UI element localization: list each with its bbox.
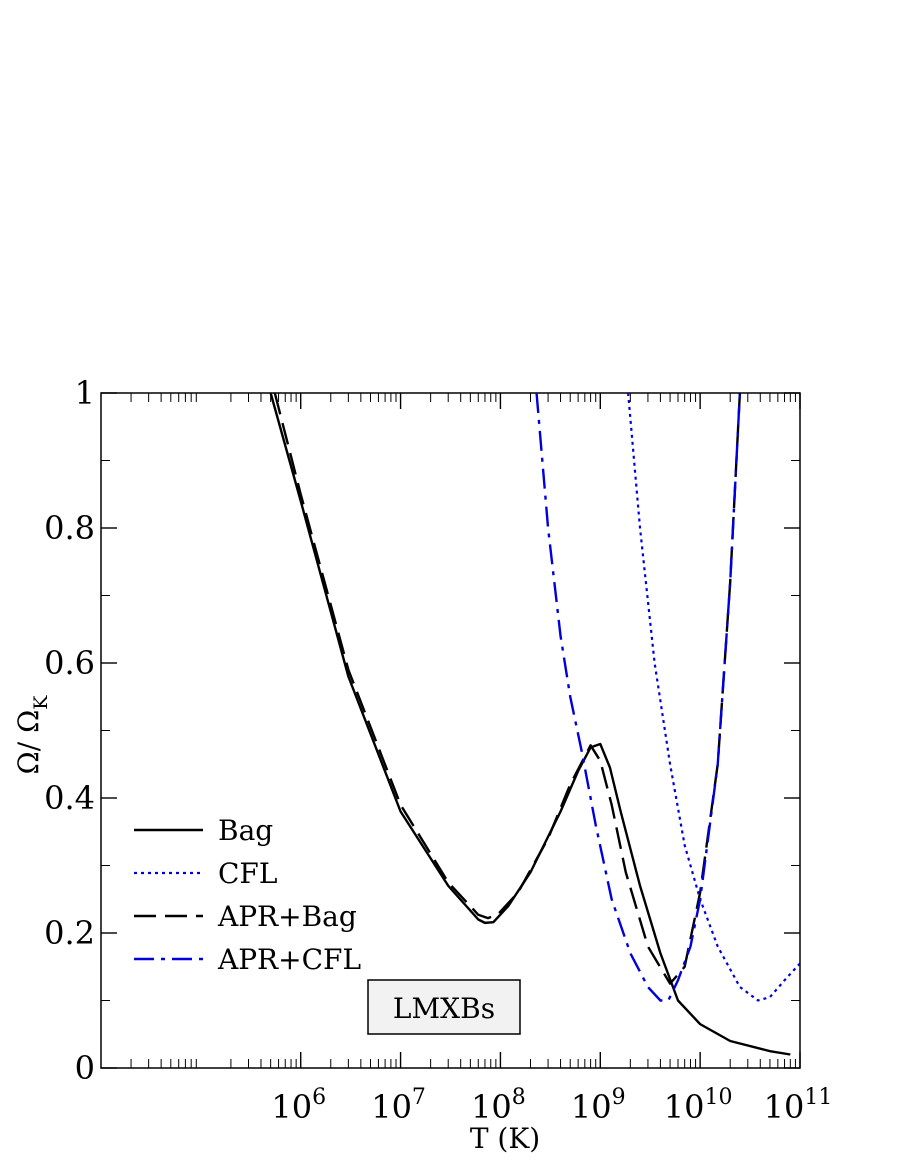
y-tick-label: 0 bbox=[75, 1049, 95, 1087]
x-tick-label: 1010 bbox=[664, 1085, 733, 1126]
x-tick-label-exponent: 7 bbox=[412, 1085, 426, 1110]
y-axis-title: Ω/ ΩK bbox=[12, 695, 52, 775]
x-tick-label: 1011 bbox=[764, 1085, 833, 1126]
minor-ticks bbox=[101, 393, 800, 1068]
series-layer bbox=[269, 393, 800, 1056]
x-tick-label-base: 10 bbox=[571, 1088, 612, 1126]
x-tick-label-exponent: 11 bbox=[804, 1085, 832, 1110]
legend: Bag CFL APR+Bag APR+CFL bbox=[134, 814, 361, 976]
svg-text:Ω/ ΩK: Ω/ ΩK bbox=[12, 695, 52, 775]
annotation-box: LMXBs bbox=[367, 979, 521, 1035]
legend-label-apr-cfl: APR+CFL bbox=[217, 943, 361, 976]
y-axis-title-main: Ω/ Ω bbox=[12, 710, 45, 775]
y-tick-label: 1 bbox=[75, 374, 95, 412]
legend-label-cfl: CFL bbox=[218, 857, 277, 890]
x-tick-label-base: 10 bbox=[371, 1088, 412, 1126]
series-line-cfl bbox=[627, 393, 800, 1002]
x-tick-label: 109 bbox=[571, 1085, 626, 1126]
series-line-apr-bag bbox=[273, 393, 742, 985]
x-tick-label: 106 bbox=[271, 1085, 326, 1126]
y-tick-label: 0.4 bbox=[44, 779, 95, 817]
y-axis-title-subscript: K bbox=[30, 695, 52, 710]
x-axis-title: T (K) bbox=[470, 1122, 540, 1155]
x-tick-label-base: 10 bbox=[471, 1088, 512, 1126]
x-tick-label-exponent: 8 bbox=[512, 1085, 526, 1110]
x-tick-label-base: 10 bbox=[271, 1088, 312, 1126]
x-tick-label-exponent: 9 bbox=[612, 1085, 626, 1110]
annotation-label: LMXBs bbox=[393, 992, 495, 1025]
x-tick-label-base: 10 bbox=[664, 1088, 705, 1126]
legend-label-apr-bag: APR+Bag bbox=[217, 900, 357, 933]
y-tick-label: 0.2 bbox=[44, 914, 95, 952]
y-tick-label: 0.8 bbox=[44, 509, 95, 547]
major-ticks bbox=[101, 392, 801, 1069]
x-tick-label-exponent: 10 bbox=[705, 1085, 733, 1110]
x-tick-label: 107 bbox=[371, 1085, 426, 1126]
plot-frame bbox=[100, 392, 801, 1069]
y-tick-labels: 0 0.2 0.4 0.6 0.8 1 bbox=[44, 374, 95, 1087]
legend-label-bag: Bag bbox=[218, 814, 273, 847]
y-tick-label: 0.6 bbox=[44, 644, 95, 682]
x-tick-labels: 106 107 108 109 1010 1011 bbox=[271, 1085, 832, 1126]
x-tick-label: 108 bbox=[471, 1085, 526, 1126]
x-tick-label-base: 10 bbox=[764, 1088, 805, 1126]
series-line-apr-cfl bbox=[535, 393, 742, 1002]
x-tick-label-exponent: 6 bbox=[312, 1085, 326, 1110]
